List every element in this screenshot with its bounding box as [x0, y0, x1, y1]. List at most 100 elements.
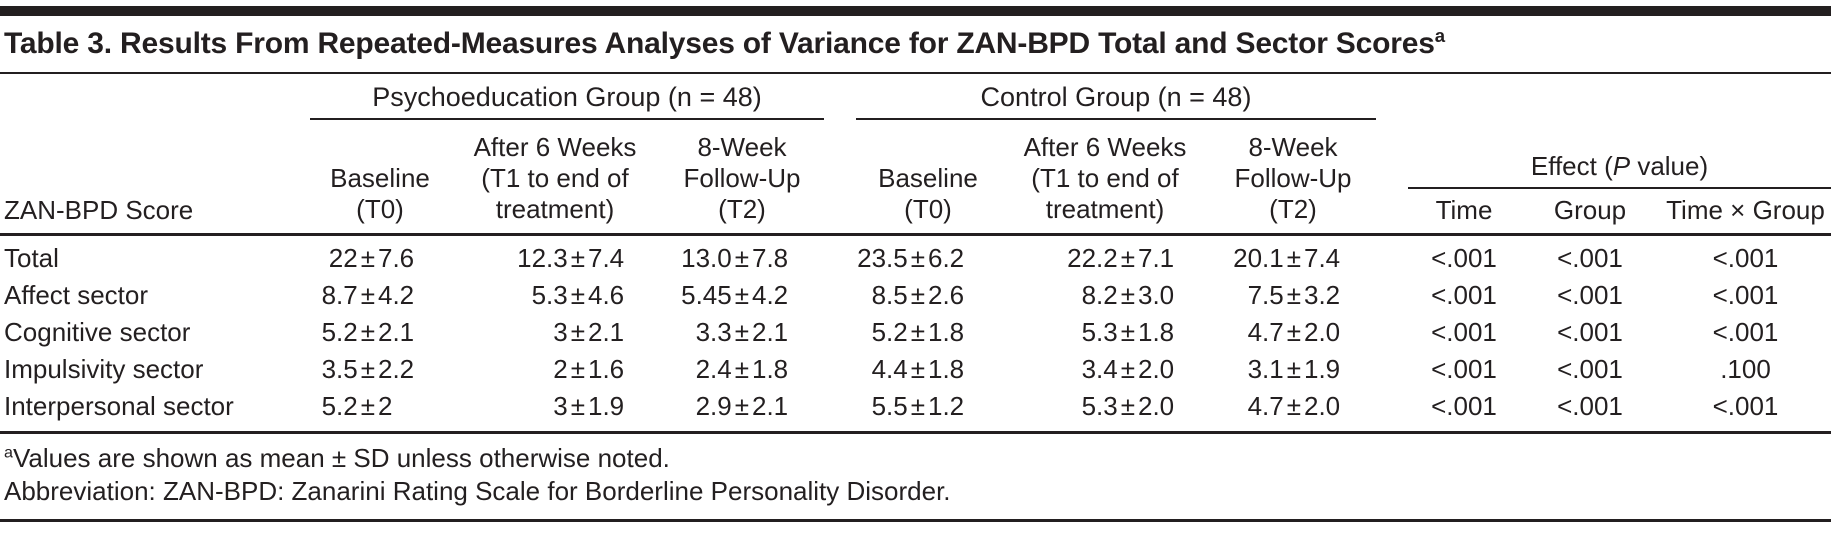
plus-minus-sign: ±	[1286, 279, 1301, 310]
sd-value: 1.8	[752, 353, 789, 384]
sd-value: 1.8	[928, 353, 965, 384]
mean-value: 7.5	[1247, 279, 1284, 310]
table-row: Interpersonal sector 5.2 ±2 3 ±1.9 2.9 ±2.1 5.5…	[0, 388, 1831, 425]
psychoeducation-value-cell: 2.9 ±2.1	[660, 388, 824, 425]
mean-value: 5.3	[1081, 316, 1118, 347]
control-value-cell: 3.1 ±1.9	[1210, 351, 1376, 388]
title-footnote-marker: a	[1434, 25, 1445, 46]
footnote-values: aValues are shown as mean ± SD unless ot…	[4, 442, 1827, 476]
mean-value: 22	[328, 242, 358, 273]
table-row: Impulsivity sector 3.5 ±2.2 2 ±1.6 2.4 ±1.8 4.4…	[0, 351, 1831, 388]
plus-minus-sign: ±	[1120, 279, 1135, 310]
control-value-cell: 4.7 ±2.0	[1210, 314, 1376, 351]
table-title: Table 3. Results From Repeated-Measures …	[0, 16, 1831, 74]
plus-minus-sign: ±	[570, 353, 585, 384]
mean-value: 5.2	[321, 390, 358, 421]
effect-subheaders: Time Group Time × Group	[1408, 189, 1831, 226]
effect-label-p-italic: P	[1612, 150, 1631, 181]
mean-value: 5.3	[531, 279, 568, 310]
effect-label-pre: Effect (	[1530, 150, 1613, 181]
plus-minus-sign: ±	[910, 353, 925, 384]
mean-value: 8.7	[321, 279, 358, 310]
mean-value: 3.5	[321, 353, 358, 384]
sd-value: 7.8	[752, 242, 789, 273]
footnote-abbreviation: Abbreviation: ZAN-BPD: Zanarini Rating S…	[4, 475, 1827, 509]
table-row: Total 22 ±7.6 12.3 ±7.4 13.0 ±7.8 23.5 ±6.2 22.2 ±…	[0, 240, 1831, 277]
plus-minus-sign: ±	[360, 353, 375, 384]
p-value-cell: <.001	[1557, 316, 1623, 347]
top-rule-bar	[0, 6, 1831, 16]
table-header: Psychoeducation Group (n = 48) Control G…	[0, 74, 1831, 236]
p-value-cell: <.001	[1557, 279, 1623, 310]
sd-value: 4.2	[752, 279, 789, 310]
plus-minus-sign: ±	[1286, 353, 1301, 384]
p-value-cell: <.001	[1557, 242, 1623, 273]
sd-value: 2.1	[752, 390, 789, 421]
row-label: Interpersonal sector	[4, 390, 234, 421]
column-header-control-after-6-weeks: After 6 Weeks (T1 to end of treatment)	[1023, 132, 1187, 225]
table-title-text: Table 3. Results From Repeated-Measures …	[4, 27, 1435, 60]
control-value-cell: 22.2 ±7.1	[1000, 240, 1210, 277]
control-value-cell: 23.5 ±6.2	[856, 240, 1000, 277]
row-label: Impulsivity sector	[4, 353, 204, 384]
psychoeducation-value-cell: 3.5 ±2.2	[310, 351, 450, 388]
mean-value: 3	[553, 390, 568, 421]
psychoeducation-value-cell: 5.2 ±2.1	[310, 314, 450, 351]
p-value-cell: <.001	[1431, 353, 1497, 384]
sd-value: 1.9	[1304, 353, 1341, 384]
mean-value: 2	[553, 353, 568, 384]
p-value-cell: <.001	[1431, 316, 1497, 347]
control-value-cell: 8.2 ±3.0	[1000, 277, 1210, 314]
mean-value: 3.4	[1081, 353, 1118, 384]
column-header-time: Time	[1435, 194, 1493, 225]
p-value-cell: <.001	[1431, 279, 1497, 310]
psychoeducation-value-cell: 8.7 ±4.2	[310, 277, 450, 314]
plus-minus-sign: ±	[570, 316, 585, 347]
psychoeducation-value-cell: 2.4 ±1.8	[660, 351, 824, 388]
sd-value: 7.6	[378, 242, 415, 273]
plus-minus-sign: ±	[570, 242, 585, 273]
spanner-effect-p-value: Effect (P value)	[1408, 151, 1831, 189]
plus-minus-sign: ±	[1286, 242, 1301, 273]
column-header-control-baseline: Baseline (T0)	[878, 163, 978, 225]
plus-minus-sign: ±	[734, 279, 749, 310]
mean-value: 5.45	[681, 279, 732, 310]
psychoeducation-value-cell: 3 ±1.9	[450, 388, 660, 425]
sd-value: 1.8	[1138, 316, 1175, 347]
mean-value: 8.2	[1081, 279, 1118, 310]
p-value-cell: <.001	[1557, 390, 1623, 421]
control-value-cell: 5.3 ±2.0	[1000, 388, 1210, 425]
sd-value: 2.0	[1304, 316, 1341, 347]
p-value-cell: <.001	[1712, 279, 1779, 310]
column-header-control-followup: 8-Week Follow-Up (T2)	[1234, 132, 1352, 225]
plus-minus-sign: ±	[734, 390, 749, 421]
psychoeducation-value-cell: 3.3 ±2.1	[660, 314, 824, 351]
psychoeducation-value-cell: 5.2 ±2	[310, 388, 450, 425]
plus-minus-sign: ±	[910, 242, 925, 273]
column-header-psych-after-6-weeks: After 6 Weeks (T1 to end of treatment)	[473, 132, 637, 225]
psychoeducation-value-cell: 2 ±1.6	[450, 351, 660, 388]
mean-value: 5.5	[871, 390, 908, 421]
control-value-cell: 8.5 ±2.6	[856, 277, 1000, 314]
bottom-rule-bar	[0, 519, 1831, 523]
effect-label-post: value)	[1630, 150, 1709, 181]
plus-minus-sign: ±	[1286, 316, 1301, 347]
plus-minus-sign: ±	[360, 316, 375, 347]
row-label: Total	[4, 242, 59, 273]
sd-value: 7.4	[588, 242, 625, 273]
column-header-psych-followup: 8-Week Follow-Up (T2)	[683, 132, 801, 225]
spanner-control-group: Control Group (n = 48)	[856, 82, 1376, 120]
column-header-zan-bpd-score: ZAN-BPD Score	[4, 194, 194, 225]
sd-value: 2.2	[378, 353, 415, 384]
footnote-values-text: Values are shown as mean ± SD unless oth…	[12, 442, 670, 473]
sd-value: 6.2	[928, 242, 965, 273]
sd-value: 1.2	[928, 390, 965, 421]
mean-value: 3	[553, 316, 568, 347]
footnote-abbreviation-text: Abbreviation: ZAN-BPD: Zanarini Rating S…	[4, 476, 951, 507]
plus-minus-sign: ±	[1120, 353, 1135, 384]
table-row: Cognitive sector 5.2 ±2.1 3 ±2.1 3.3 ±2.1 5.2 ±1…	[0, 314, 1831, 351]
mean-value: 3.1	[1247, 353, 1284, 384]
plus-minus-sign: ±	[570, 279, 585, 310]
psychoeducation-value-cell: 12.3 ±7.4	[450, 240, 660, 277]
p-value-cell: <.001	[1557, 353, 1623, 384]
